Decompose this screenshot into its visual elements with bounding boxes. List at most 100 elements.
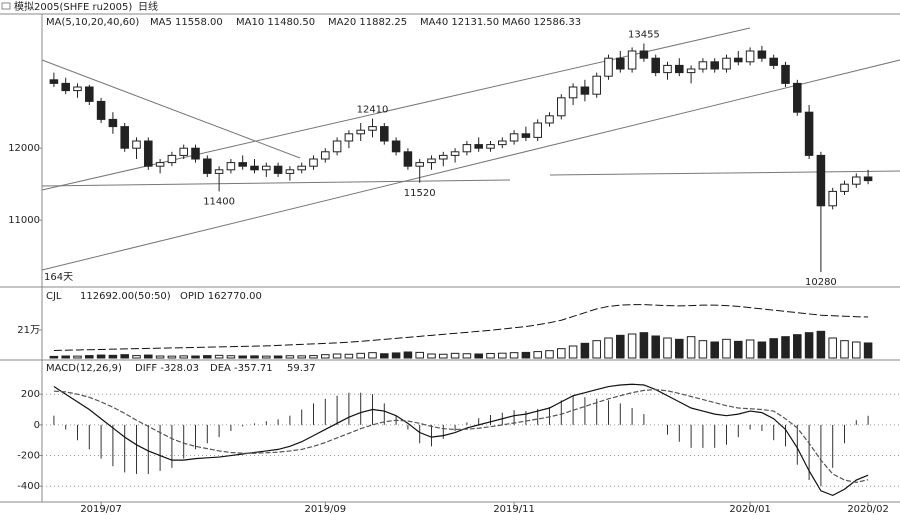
candle-body — [356, 129, 365, 135]
candle-body — [155, 162, 165, 167]
volume-bar — [226, 355, 236, 359]
volume-bar — [120, 354, 129, 359]
legend-entry: MA20 11882.25 — [328, 17, 407, 28]
period[interactable]: 日线 — [138, 0, 158, 13]
candle-body — [179, 147, 188, 156]
candle-body — [616, 57, 625, 70]
candle-body — [321, 151, 330, 160]
candle-body — [191, 147, 200, 160]
candle-body — [675, 64, 684, 74]
volume-bar — [498, 352, 507, 359]
candle-body — [757, 50, 767, 59]
candle-body — [769, 57, 778, 66]
candle-body — [545, 115, 554, 124]
indicator[interactable]: MA(5,10,20,40,60) — [46, 17, 139, 28]
volume-bar — [155, 355, 165, 359]
candle-body — [73, 86, 82, 92]
indicator[interactable]: MACD(12,26,9) — [46, 363, 122, 374]
candle-body — [226, 162, 236, 171]
volume-bar — [403, 351, 413, 359]
indicator[interactable]: CJL — [46, 291, 62, 302]
legend-entry: 59.37 — [287, 363, 316, 374]
candle-body — [108, 118, 118, 128]
volume-bar — [309, 355, 318, 359]
y-tick-label: -200 — [17, 451, 40, 462]
days-label: 164天 — [44, 272, 73, 283]
menu-icon[interactable] — [1, 2, 11, 10]
candle-body — [627, 50, 637, 70]
candle-body — [61, 82, 70, 92]
candle-body — [498, 140, 507, 146]
candle-body — [781, 64, 790, 84]
legend-entry: OPID 162770.00 — [180, 291, 262, 302]
volume-bar — [332, 353, 342, 359]
candle-body — [580, 86, 590, 95]
volume-bar — [132, 355, 141, 359]
volume-bar — [627, 333, 637, 359]
low-label: 11400 — [203, 196, 235, 207]
candle-body — [698, 61, 708, 70]
candle-body — [639, 50, 649, 59]
volume-bar — [415, 351, 424, 359]
y-tick-label: 200 — [21, 389, 40, 400]
candle-body — [533, 122, 542, 138]
volume-bar — [462, 353, 472, 359]
high-label: 12410 — [357, 105, 389, 116]
x-tick-label: 2020/02 — [847, 504, 889, 515]
volume-bar — [521, 351, 531, 359]
volume-bar — [214, 354, 224, 359]
volume-bar — [486, 352, 495, 359]
candle-body — [521, 133, 531, 138]
candle-body — [804, 111, 814, 156]
volume-bar — [167, 355, 177, 359]
volume-bar — [722, 338, 731, 359]
volume-bar — [356, 352, 365, 359]
legend-entry: 112692.00(50:50) — [80, 291, 171, 302]
volume-bar — [285, 355, 295, 359]
candle-body — [132, 140, 141, 149]
volume-bar — [663, 337, 672, 359]
candle-body — [297, 165, 306, 171]
volume-bar — [73, 355, 82, 359]
volume-bar — [604, 337, 613, 359]
y-tick-label: 0 — [34, 420, 40, 431]
volume-bar — [781, 336, 790, 359]
volume-bar — [816, 330, 826, 359]
y-tick-label: 12000 — [8, 143, 40, 154]
candle-body — [167, 154, 177, 164]
volume-bar — [96, 354, 106, 359]
legend-entry: MA5 11558.00 — [150, 17, 223, 28]
trend-line — [41, 59, 301, 159]
volume-bar — [852, 341, 861, 359]
candle-body — [144, 140, 153, 167]
volume-bar — [391, 352, 401, 359]
volume-bar — [734, 340, 743, 359]
x-tick-label: 2019/11 — [493, 504, 535, 515]
candle-body — [840, 183, 849, 192]
volume-bar — [297, 355, 306, 359]
candle-body — [568, 86, 578, 99]
volume-bar — [828, 337, 837, 359]
y-tick-label: -400 — [17, 481, 40, 492]
y-tick-label: 21万 — [17, 325, 40, 336]
volume-bar — [344, 353, 354, 359]
candle-body — [368, 126, 377, 131]
y-tick-label: 11000 — [8, 215, 40, 226]
candle-body — [557, 97, 566, 117]
volume-bar — [804, 332, 814, 359]
candle-body — [285, 169, 295, 174]
candle-body — [380, 126, 389, 142]
candle-body — [96, 100, 106, 120]
volume-bar — [710, 341, 719, 359]
candle-body — [509, 133, 519, 142]
macd-line — [53, 388, 869, 483]
candle-body — [273, 165, 283, 174]
candle-body — [439, 154, 448, 160]
volume-bar — [651, 335, 660, 359]
candle-body — [734, 57, 743, 63]
volume-bar — [144, 354, 153, 359]
candle-body — [486, 144, 495, 149]
volume-bar — [545, 350, 554, 359]
